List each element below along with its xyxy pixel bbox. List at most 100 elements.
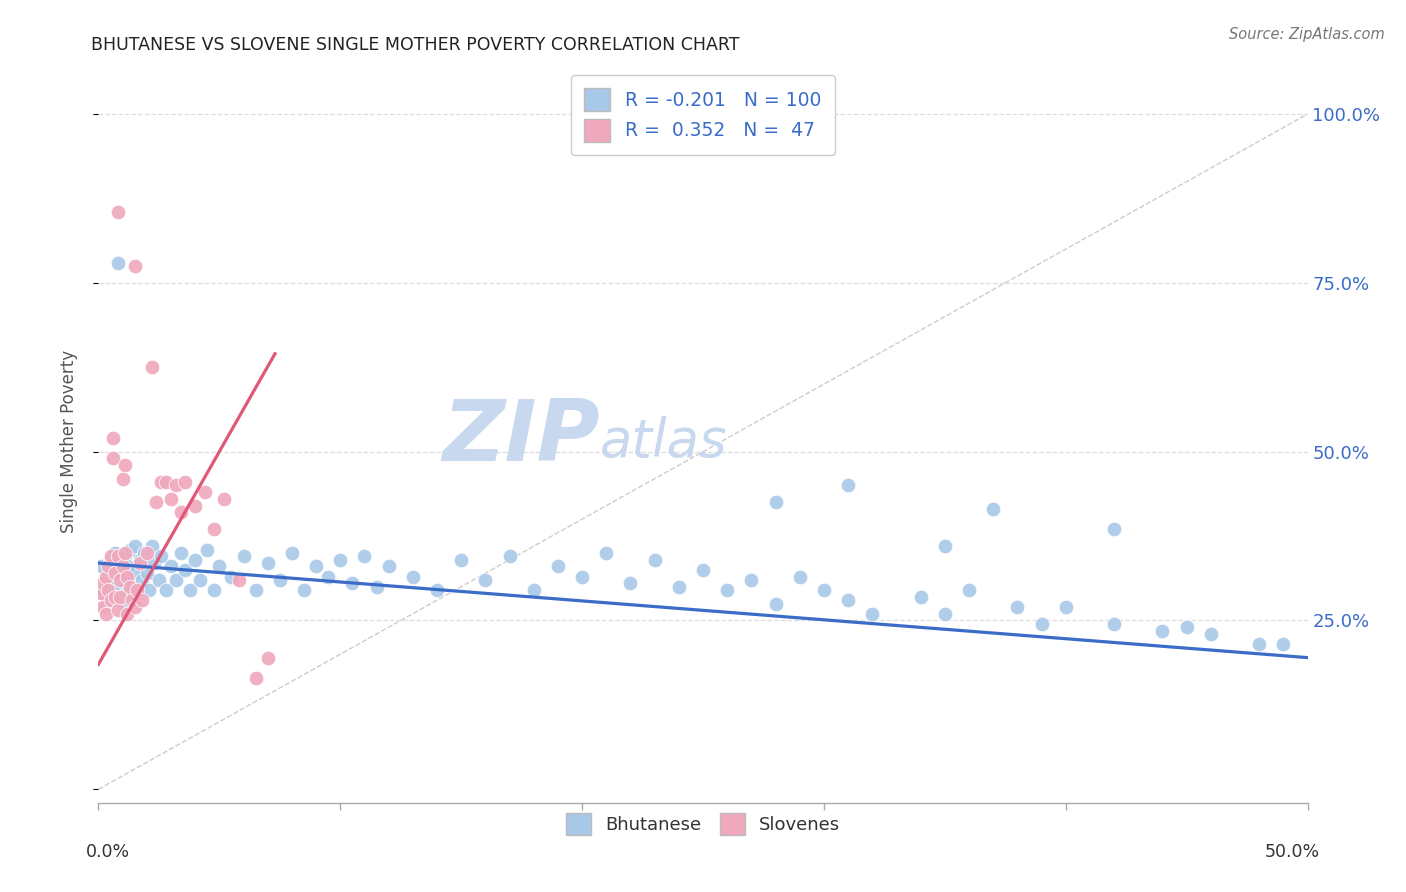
Point [188,573,211,587]
Point [101,593,124,607]
Point [184,499,207,513]
Point [329,552,352,566]
Point [765,495,787,509]
Point [97,559,120,574]
Point [934,539,956,553]
Point [377,559,399,574]
Point [765,597,787,611]
Point [101,431,124,445]
Point [108,552,131,566]
Point [498,549,520,564]
Point [860,607,883,621]
Text: 50.0%: 50.0% [1264,843,1320,861]
Text: 0.0%: 0.0% [86,843,131,861]
Point [256,556,278,570]
Point [111,559,134,574]
Point [155,583,177,598]
Point [256,650,278,665]
Point [107,583,129,598]
Point [450,552,472,566]
Point [135,546,157,560]
Point [150,549,173,564]
Point [127,583,149,598]
Point [94,573,117,587]
Text: BHUTANESE VS SLOVENE SINGLE MOTHER POVERTY CORRELATION CHART: BHUTANESE VS SLOVENE SINGLE MOTHER POVER… [91,36,740,54]
Point [111,597,134,611]
Point [342,576,364,591]
Point [107,549,129,564]
Point [1054,599,1077,614]
Point [107,603,129,617]
Point [402,569,425,583]
Point [204,583,226,598]
Point [179,583,201,598]
Point [174,563,197,577]
Point [138,583,160,598]
Point [124,259,146,273]
Point [101,451,124,466]
Point [292,583,315,598]
Point [100,580,122,594]
Point [194,485,217,500]
Point [118,573,141,587]
Point [160,559,183,574]
Point [124,539,146,553]
Point [108,590,131,604]
Point [910,590,932,604]
Point [141,360,163,375]
Point [837,478,859,492]
Legend: Bhutanese, Slovenes: Bhutanese, Slovenes [557,805,849,845]
Point [117,569,139,583]
Point [571,569,593,583]
Text: ZIP: ZIP [443,396,600,479]
Point [150,475,173,489]
Point [366,580,388,594]
Point [305,559,328,574]
Point [740,573,762,587]
Point [1272,637,1295,651]
Point [934,607,956,621]
Point [523,583,546,598]
Point [91,576,114,591]
Point [221,569,243,583]
Point [208,559,231,574]
Point [212,491,235,506]
Point [547,559,569,574]
Point [121,593,143,607]
Point [104,566,127,581]
Point [668,580,690,594]
Point [108,590,131,604]
Point [107,255,129,269]
Point [232,549,254,564]
Point [204,522,226,536]
Point [245,671,267,685]
Point [165,478,187,492]
Point [128,552,150,566]
Point [94,599,117,614]
Point [114,549,136,564]
Point [692,563,714,577]
Y-axis label: Single Mother Poverty: Single Mother Poverty [59,350,77,533]
Point [813,583,835,598]
Point [118,580,141,594]
Point [1031,616,1053,631]
Point [1152,624,1174,638]
Point [114,458,136,472]
Point [228,573,250,587]
Point [981,502,1004,516]
Point [111,569,134,583]
Point [1199,627,1222,641]
Point [108,573,131,587]
Point [155,475,177,489]
Point [124,566,146,581]
Point [1007,599,1029,614]
Point [1249,637,1271,651]
Point [184,552,207,566]
Point [121,590,143,604]
Point [97,583,120,598]
Point [117,586,139,600]
Point [124,599,146,614]
Point [90,559,112,574]
Point [195,542,218,557]
Point [353,549,375,564]
